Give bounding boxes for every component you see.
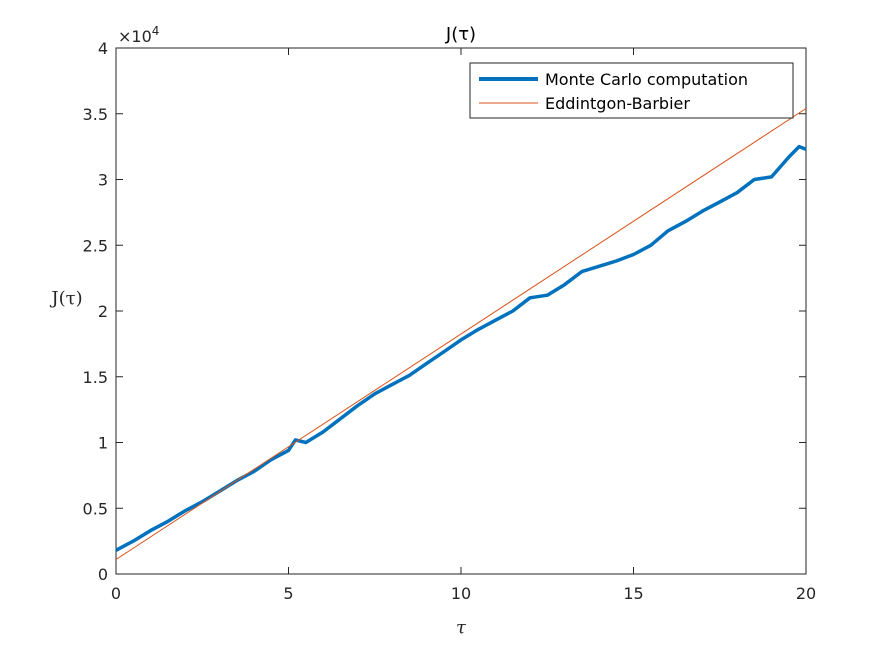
y-tick-label: 0.5 [83, 499, 108, 518]
x-axis-label: τ [456, 617, 467, 638]
y-tick-label: 2.5 [83, 236, 108, 255]
legend-box [469, 62, 794, 119]
y-tick-label: 3.5 [83, 105, 108, 124]
y-exponent-label: ×104 [118, 24, 159, 46]
x-axis-ticks: 0 5 10 15 20 [111, 48, 816, 603]
y-exponent-power: 4 [152, 24, 160, 38]
y-tick-label: 3 [98, 171, 108, 190]
x-tick-label: 15 [623, 584, 643, 603]
x-tick-label: 0 [111, 584, 121, 603]
y-tick-label: 1.5 [83, 368, 108, 387]
plot-area [115, 47, 807, 575]
x-tick-label: 20 [796, 584, 816, 603]
x-tick-label: 10 [451, 584, 471, 603]
legend-label-monte-carlo: Monte Carlo computation [545, 70, 748, 89]
x-tick-label: 5 [283, 584, 293, 603]
chart-title: J(τ) [445, 24, 476, 45]
y-tick-label: 4 [98, 39, 108, 58]
y-tick-label: 2 [98, 302, 108, 321]
y-exponent-base: ×10 [118, 27, 152, 46]
series-layer [115, 108, 807, 560]
y-axis-ticks: 0 0.5 1 1.5 2 2.5 3 3.5 4 [83, 39, 806, 584]
y-axis-label: J(τ) [49, 288, 82, 309]
series-line-1 [115, 108, 807, 560]
legend-label-eddington-barbier: Eddintgon-Barbier [545, 94, 690, 113]
y-tick-label: 1 [98, 434, 108, 453]
legend: Monte Carlo computation Eddintgon-Barbie… [469, 62, 794, 119]
y-tick-label: 0 [98, 565, 108, 584]
